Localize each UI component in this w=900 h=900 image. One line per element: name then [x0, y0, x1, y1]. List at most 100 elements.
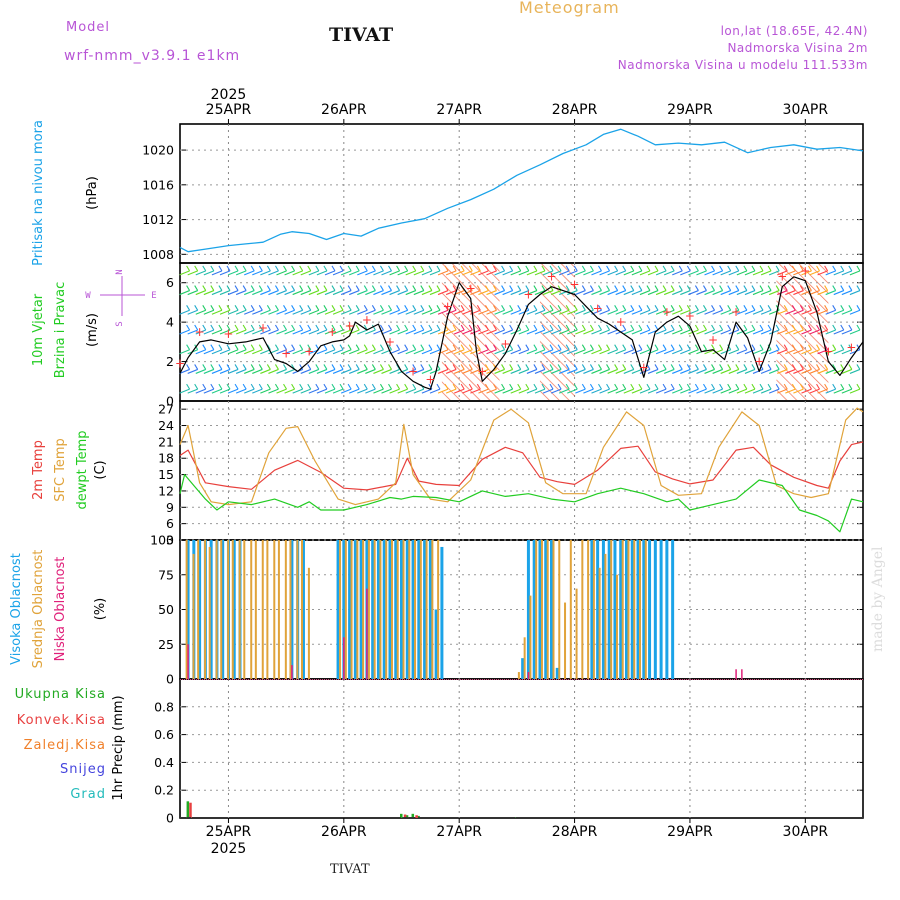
wind-barb	[825, 388, 836, 394]
wind-barb-flag	[396, 324, 401, 331]
wind-barb	[510, 290, 521, 296]
wind-barb	[195, 368, 206, 374]
wind-barb-flag	[347, 305, 352, 311]
wind-barb-flag	[630, 265, 635, 272]
wind-barb	[478, 388, 489, 394]
wind-barb	[421, 290, 433, 296]
mid-cloud-bar	[356, 540, 359, 679]
mid-cloud-bar	[220, 540, 223, 679]
wind-barb	[316, 290, 328, 296]
wind-barb	[534, 388, 546, 394]
mid-cloud-bar	[238, 540, 241, 679]
high-cloud-bar	[648, 540, 652, 679]
wind-barb-flag	[581, 265, 586, 272]
wind-barb-flag	[646, 285, 651, 291]
wind-barb-flag	[662, 364, 667, 370]
wind-barb-flag	[234, 265, 239, 272]
mid-cloud-bar	[523, 637, 526, 679]
wind-barb-flag	[323, 305, 328, 311]
wind-barb	[688, 368, 699, 374]
wind-barb	[607, 290, 618, 296]
wind-barb	[340, 309, 352, 315]
wind-barb	[744, 290, 756, 296]
wind-barb-flag	[460, 383, 465, 390]
top-day-label: 26APR	[321, 102, 367, 118]
wind-barb	[518, 368, 530, 374]
wind-barb-flag	[258, 285, 263, 291]
bottom-day-label: 25APR	[206, 824, 252, 840]
wind-barb-flag	[509, 305, 514, 311]
wind-barb	[849, 270, 861, 276]
wind-barb	[607, 368, 618, 374]
wind-barb	[187, 329, 198, 335]
wind-barb-flag	[662, 324, 667, 331]
wind-barb	[470, 368, 481, 374]
wind-barb-flag	[711, 383, 716, 390]
wind-barb-flag	[476, 324, 481, 331]
wind-barb-flag	[743, 305, 748, 311]
wind-barb-flag	[743, 383, 748, 390]
wind-barb	[672, 368, 683, 374]
low-cloud-bar	[366, 588, 368, 679]
wind-barb-flag	[291, 344, 296, 350]
wind-barb	[486, 270, 497, 276]
wind-barb	[316, 309, 328, 315]
wind-barb	[550, 368, 562, 374]
wind-barb-flag	[848, 305, 853, 311]
mid-cloud-bar	[598, 567, 601, 679]
wind-barb	[833, 290, 844, 296]
wind-barb-flag	[234, 324, 239, 331]
wind-barb-flag	[509, 285, 514, 291]
wind-barb	[777, 309, 788, 315]
wind-barb-flag	[186, 344, 191, 350]
bottom-day-label: 29APR	[667, 824, 713, 840]
mid-cloud-bar	[564, 602, 567, 679]
wind-barb	[478, 329, 489, 335]
wind-barb	[777, 388, 788, 394]
wind-barb-flag	[638, 285, 643, 291]
wind-barb	[567, 309, 578, 315]
wind-barb-flag	[250, 324, 255, 331]
wind-barb-flag	[339, 265, 344, 272]
wind-barb	[696, 290, 707, 296]
wind-barb-flag	[347, 265, 352, 272]
wind-barb	[397, 368, 408, 374]
wind-barb-flag	[315, 265, 320, 272]
mid-cloud-bar	[425, 540, 428, 679]
wind-barb	[542, 309, 554, 315]
wind-barb-flag	[767, 305, 772, 311]
wind-barb-flag	[638, 383, 643, 390]
wind-barb-flag	[670, 265, 675, 272]
wind-barb-flag	[751, 305, 756, 311]
wind-barb-flag	[363, 285, 368, 291]
wind-barb-flag	[727, 344, 732, 350]
wind-barb-flag	[291, 305, 296, 311]
gust-marker: +	[616, 315, 626, 329]
wind-barb	[244, 329, 255, 335]
wind-ytick-label: 4	[166, 315, 174, 330]
wind-barb-flag	[840, 344, 845, 350]
wind-barb-flag	[832, 324, 837, 331]
high-cloud-bar	[521, 658, 525, 679]
wind-barb-flag	[299, 265, 304, 272]
top-day-label: 28APR	[552, 102, 598, 118]
mid-cloud-bar	[250, 540, 253, 679]
wind-barb-flag	[549, 364, 554, 370]
wind-barb-flag	[379, 324, 384, 331]
high-cloud-bar	[544, 540, 548, 679]
wind-barb	[502, 349, 513, 355]
wind-barb	[486, 309, 497, 315]
wind-barb	[817, 388, 828, 394]
wind-barb-flag	[807, 324, 812, 331]
wind-barb	[526, 368, 538, 374]
wind-barb-flag	[242, 285, 247, 291]
wind-barb-flag	[581, 344, 586, 350]
wind-barb	[583, 270, 594, 276]
wind-barb	[768, 368, 780, 374]
wind-barb	[542, 290, 554, 296]
wind-barb	[542, 270, 554, 276]
wind-barb	[203, 349, 215, 355]
mid-cloud-bar	[204, 540, 207, 679]
wind-barb	[486, 290, 497, 296]
wind-barb	[558, 270, 570, 276]
